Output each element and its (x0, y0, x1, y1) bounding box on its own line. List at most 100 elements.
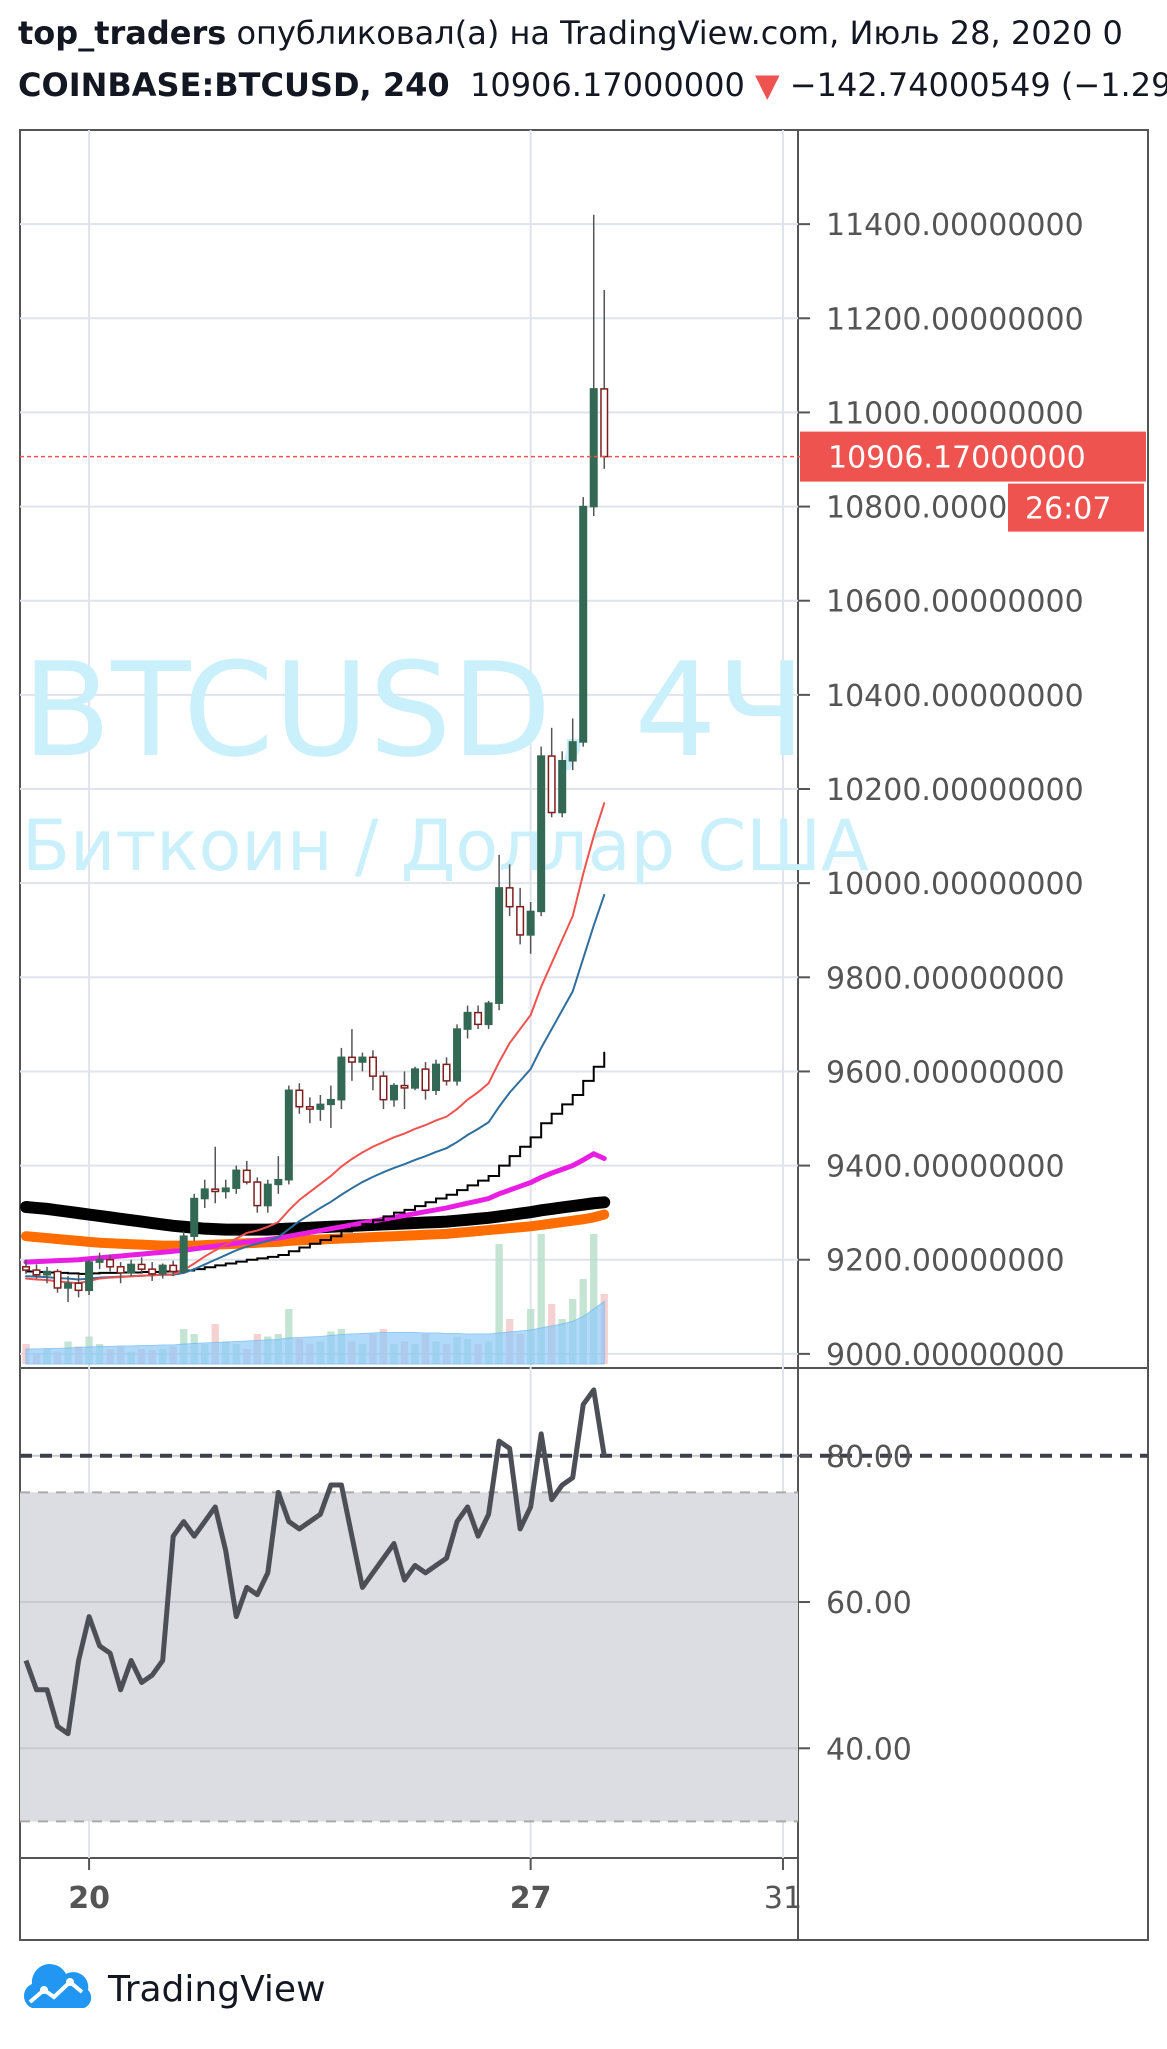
candle-body (64, 1282, 73, 1289)
candle-body (158, 1264, 167, 1275)
candle (32, 1264, 41, 1279)
candle-body (358, 1056, 367, 1063)
volume-bar (537, 1234, 545, 1364)
volume-bar (590, 1234, 598, 1364)
candle-body (337, 1056, 346, 1101)
candle (410, 1066, 420, 1091)
candle-body (179, 1235, 188, 1273)
tradingview-cloud-icon[interactable] (18, 1964, 98, 2014)
candle-body (284, 1089, 293, 1181)
y-tick-label: 10600.00000000 (826, 585, 1084, 620)
candle-body (32, 1269, 41, 1276)
y-tick-label: 9800.00000000 (826, 961, 1065, 996)
countdown-label: 26:07 (1025, 492, 1111, 527)
publish-info: top_traders опубликовал(а) на TradingVie… (18, 14, 1167, 52)
candle-body (484, 1002, 493, 1026)
candle-body (148, 1268, 157, 1275)
candle-body (253, 1181, 262, 1207)
candle (169, 1260, 178, 1277)
candle-body (190, 1197, 199, 1237)
candle (106, 1255, 115, 1272)
rsi-y-tick-label: 40.00 (826, 1732, 912, 1767)
candle-body (558, 760, 567, 814)
candle-body (442, 1063, 451, 1082)
candle-body (200, 1188, 209, 1200)
moving-average-ema-red (25, 802, 606, 1285)
y-tick-label: 11400.00000000 (826, 208, 1084, 243)
candle (211, 1146, 220, 1204)
candle (148, 1262, 157, 1281)
candle (274, 1156, 283, 1194)
candle-body (326, 1098, 335, 1106)
candle (347, 1029, 356, 1081)
y-tick-label: 11200.00000000 (826, 302, 1084, 337)
y-tick-label: 9400.00000000 (826, 1150, 1065, 1185)
candle (295, 1083, 304, 1114)
candle-body (85, 1261, 94, 1292)
candle-body (453, 1028, 462, 1082)
candle-body (347, 1056, 356, 1063)
y-tick-label: 9600.00000000 (826, 1055, 1065, 1090)
candle-body (242, 1169, 251, 1183)
rsi-line (23, 1387, 607, 1737)
candle-body (474, 1011, 483, 1026)
candle-body (305, 1105, 314, 1110)
candle-body (526, 910, 535, 936)
candle-body (263, 1183, 272, 1207)
candle-body (74, 1282, 83, 1292)
candle-body (43, 1270, 52, 1276)
price-change: −142.74000549 (−1.29 (789, 66, 1167, 104)
y-tick-label: 10400.00000000 (826, 679, 1084, 714)
candle-body (211, 1188, 220, 1193)
x-tick-label: 20 (68, 1881, 110, 1916)
candle (74, 1273, 83, 1298)
candle (453, 1024, 462, 1086)
candle (474, 1005, 483, 1030)
volume-ma-area (25, 1300, 605, 1365)
y-tick-label: 10000.00000000 (826, 867, 1084, 902)
chart-frame (19, 129, 1149, 1941)
candle-body (410, 1068, 420, 1089)
candle-body (589, 388, 598, 508)
candle-body (221, 1187, 230, 1193)
brand-name[interactable]: TradingView (108, 1968, 326, 2010)
candle-body (316, 1103, 325, 1110)
candle (137, 1257, 146, 1274)
candle (64, 1276, 73, 1303)
footer: TradingView (18, 1964, 326, 2014)
symbol-label: COINBASE:BTCUSD, 240 (18, 66, 450, 104)
candle (358, 1052, 367, 1072)
candle (85, 1259, 94, 1296)
y-tick-label: 9200.00000000 (826, 1244, 1065, 1279)
candle (579, 497, 588, 747)
y-tick-label: 11000.00000000 (826, 396, 1084, 431)
candle-body (127, 1263, 136, 1274)
candle (589, 214, 598, 516)
volume-bar (285, 1309, 293, 1364)
candle (190, 1193, 199, 1241)
candle (21, 1259, 31, 1274)
candle-body (421, 1068, 430, 1092)
moving-average-ma-magenta (23, 1151, 607, 1265)
candle-body (547, 755, 556, 814)
candle (558, 751, 567, 818)
candle-body (463, 1011, 472, 1030)
candle (53, 1269, 62, 1293)
author-name[interactable]: top_traders (18, 14, 227, 52)
candle-body (232, 1169, 241, 1189)
candle (242, 1160, 251, 1185)
candle (379, 1071, 388, 1110)
last-price-badge (800, 431, 1146, 482)
symbol-info: COINBASE:BTCUSD, 240 10906.17000000 ▼ −1… (18, 66, 1167, 104)
candle (463, 1005, 472, 1039)
x-tick-label: 31 (764, 1881, 802, 1916)
candle (600, 290, 609, 469)
candle (389, 1083, 398, 1107)
last-price-badge-label: 10906.17000000 (828, 441, 1086, 476)
candle-body (537, 755, 546, 913)
countdown-badge (1008, 483, 1144, 532)
moving-average-ma-orange (21, 1209, 610, 1251)
down-arrow-icon: ▼ (754, 66, 780, 104)
candle-body (516, 905, 525, 936)
